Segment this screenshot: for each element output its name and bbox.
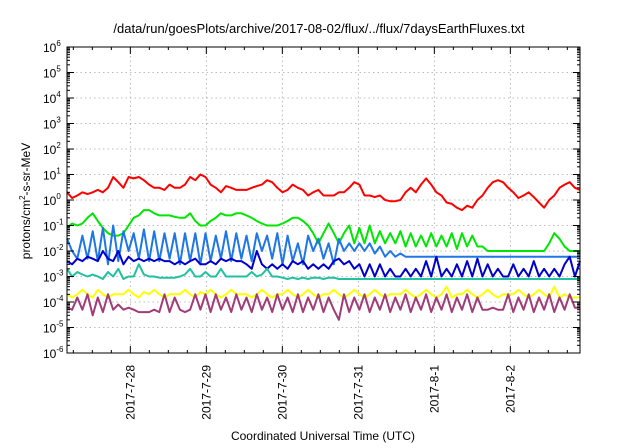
series-line-4 xyxy=(66,250,581,278)
y-tick-label: 104 xyxy=(43,90,61,106)
x-tick-label: 2017-7-29 xyxy=(199,365,213,420)
y-tick-base: 10 xyxy=(43,194,57,208)
y-axis-label-superscript: 2 xyxy=(18,195,27,200)
series-line-2 xyxy=(66,209,580,252)
y-tick-base: 10 xyxy=(43,322,57,336)
y-tick-label: 100 xyxy=(43,192,61,208)
y-tick-label: 105 xyxy=(43,65,61,81)
series-line-6 xyxy=(66,285,580,299)
y-tick-base: 10 xyxy=(43,143,57,157)
y-tick-base: 10 xyxy=(43,92,57,106)
y-tick-base: 10 xyxy=(43,41,57,55)
y-axis-label: protons/cm2-s-sr-MeV xyxy=(18,143,33,259)
y-tick-exponent: -5 xyxy=(56,320,64,329)
y-tick-base: 10 xyxy=(43,271,57,285)
y-tick-exponent: 1 xyxy=(56,167,61,176)
x-tick-label: 2017-8-2 xyxy=(503,365,517,413)
y-tick-exponent: -4 xyxy=(56,294,64,303)
y-axis: 10-610-510-410-310-210-11001011021031041… xyxy=(43,39,580,361)
y-tick-label: 10-6 xyxy=(43,345,64,361)
x-axis-label: Coordinated Universal Time (UTC) xyxy=(231,429,415,443)
series-line-1 xyxy=(66,173,581,212)
series-line-7 xyxy=(66,293,580,321)
y-tick-exponent: 6 xyxy=(56,39,61,48)
y-tick-base: 10 xyxy=(43,347,57,361)
y-tick-base: 10 xyxy=(43,169,57,183)
series-line-3 xyxy=(66,224,580,266)
x-tick-label: 2017-7-31 xyxy=(351,365,365,420)
y-tick-base: 10 xyxy=(43,118,57,132)
y-axis-label-main: protons/cm xyxy=(19,200,33,259)
y-tick-exponent: 3 xyxy=(56,116,61,125)
series-layer xyxy=(66,173,581,321)
chart-title: /data/run/goesPlots/archive/2017-08-02/f… xyxy=(113,21,525,36)
y-tick-label: 102 xyxy=(43,141,61,157)
x-tick-label: 2017-7-30 xyxy=(275,365,289,420)
y-tick-base: 10 xyxy=(43,220,57,234)
y-tick-label: 106 xyxy=(43,39,61,55)
series-line-5 xyxy=(66,263,580,280)
y-tick-label: 10-2 xyxy=(43,243,64,259)
y-tick-exponent: -3 xyxy=(56,269,64,278)
y-axis-label-rest: -s-sr-MeV xyxy=(19,143,33,196)
grid-lines xyxy=(67,47,580,353)
x-tick-label: 2017-7-28 xyxy=(123,365,137,420)
x-axis: 2017-7-28 2017-7-29 2017-7-30 2017-7-31 2017… xyxy=(72,47,568,420)
y-tick-label: 103 xyxy=(43,116,61,132)
y-tick-exponent: 4 xyxy=(56,90,61,99)
y-tick-exponent: 5 xyxy=(56,65,61,74)
y-tick-exponent: -1 xyxy=(56,218,64,227)
y-tick-exponent: -6 xyxy=(56,345,64,354)
y-tick-base: 10 xyxy=(43,67,57,81)
y-tick-exponent: 2 xyxy=(56,141,61,150)
y-tick-base: 10 xyxy=(43,245,57,259)
y-tick-exponent: -2 xyxy=(56,243,64,252)
y-tick-label: 10-4 xyxy=(43,294,64,310)
x-tick-label: 2017-8-1 xyxy=(427,365,441,413)
y-tick-label: 10-1 xyxy=(43,218,64,234)
y-tick-label: 10-3 xyxy=(43,269,64,285)
y-tick-label: 10-5 xyxy=(43,320,64,336)
y-tick-base: 10 xyxy=(43,296,57,310)
y-tick-label: 101 xyxy=(43,167,61,183)
y-tick-exponent: 0 xyxy=(56,192,61,201)
